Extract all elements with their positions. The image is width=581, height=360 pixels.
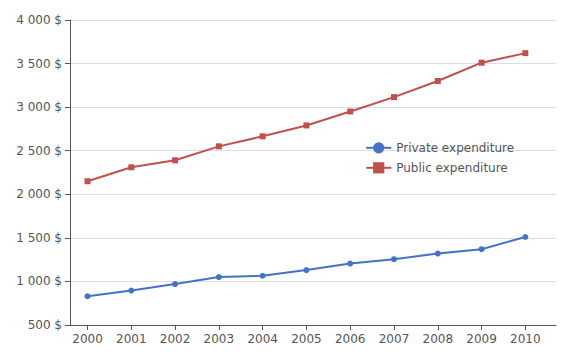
svg-text:2001: 2001: [116, 332, 147, 346]
svg-text:2 000 $: 2 000 $: [16, 187, 62, 201]
svg-text:2010: 2010: [510, 332, 541, 346]
svg-text:1 000 $: 1 000 $: [16, 274, 62, 288]
svg-text:3 000 $: 3 000 $: [16, 100, 62, 114]
svg-text:2008: 2008: [423, 332, 454, 346]
svg-text:1 500 $: 1 500 $: [16, 231, 62, 245]
svg-text:2004: 2004: [247, 332, 278, 346]
svg-text:2003: 2003: [204, 332, 235, 346]
svg-text:2 500 $: 2 500 $: [16, 144, 62, 158]
svg-text:500 $: 500 $: [28, 318, 62, 332]
svg-text:2009: 2009: [466, 332, 497, 346]
svg-text:2000: 2000: [72, 332, 103, 346]
svg-text:Private expenditure: Private expenditure: [396, 141, 514, 155]
svg-text:4 000 $: 4 000 $: [16, 13, 62, 27]
svg-text:2006: 2006: [335, 332, 366, 346]
svg-text:3 500 $: 3 500 $: [16, 57, 62, 71]
svg-text:2002: 2002: [160, 332, 191, 346]
svg-text:Public expenditure: Public expenditure: [396, 161, 508, 175]
svg-text:2005: 2005: [291, 332, 322, 346]
svg-text:2007: 2007: [379, 332, 410, 346]
